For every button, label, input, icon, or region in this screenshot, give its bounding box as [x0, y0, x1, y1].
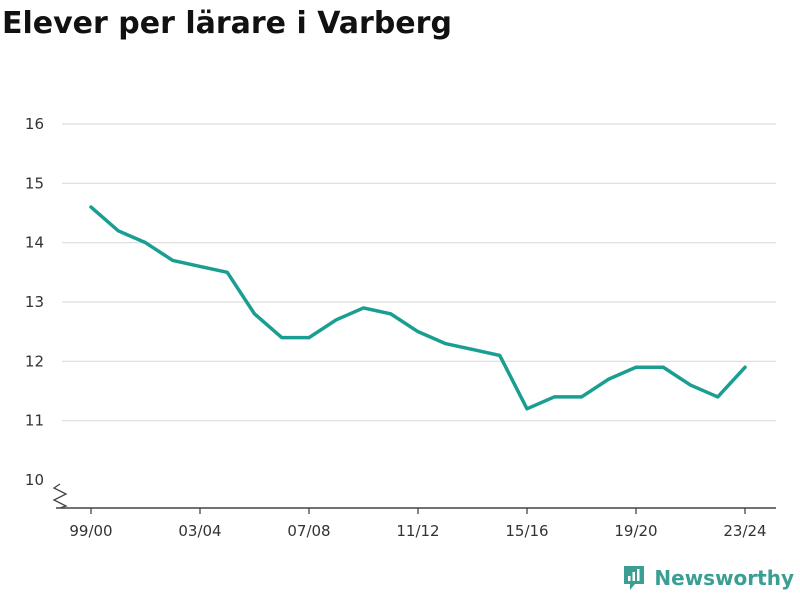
data-point [662, 366, 665, 369]
newsworthy-logo-icon [624, 566, 645, 590]
y-axis-ticks: 10 11 12 13 14 15 16 [25, 115, 44, 489]
data-point [498, 354, 501, 357]
data-point [144, 241, 147, 244]
data-point [580, 395, 583, 398]
series-line [89, 205, 747, 411]
data-point [253, 312, 256, 315]
x-tick-label: 15/16 [505, 522, 548, 540]
y-tick-label: 16 [25, 115, 44, 133]
x-tick-label: 11/12 [396, 522, 439, 540]
data-point [744, 366, 747, 369]
data-point [90, 206, 93, 209]
data-point [389, 312, 392, 315]
y-tick-label: 10 [25, 471, 44, 489]
data-point [689, 384, 692, 387]
data-point [635, 366, 638, 369]
y-tick-label: 12 [25, 352, 44, 370]
data-point [526, 407, 529, 410]
data-point [226, 271, 229, 274]
x-axis: 99/00 03/04 07/08 11/12 15/16 19/20 23/24 [52, 483, 776, 540]
y-tick-label: 13 [25, 293, 44, 311]
y-tick-label: 15 [25, 174, 44, 192]
data-point [117, 229, 120, 232]
chart-title: Elever per lärare i Varberg [2, 6, 452, 41]
data-point [553, 395, 556, 398]
brand-name: Newsworthy [654, 566, 794, 590]
data-point [199, 265, 202, 268]
x-tick-label: 03/04 [178, 522, 221, 540]
y-tick-label: 14 [25, 234, 44, 252]
y-tick-label: 11 [25, 412, 44, 430]
axis-break-marker [52, 483, 68, 509]
data-point [362, 306, 365, 309]
data-point [335, 318, 338, 321]
data-point [607, 378, 610, 381]
x-tick-label: 99/00 [69, 522, 112, 540]
data-point [444, 342, 447, 345]
data-point [308, 336, 311, 339]
x-tick-label: 19/20 [614, 522, 657, 540]
grid-lines [62, 123, 776, 422]
x-tick-label: 07/08 [287, 522, 330, 540]
data-point [716, 395, 719, 398]
data-point [171, 259, 174, 262]
data-point [280, 336, 283, 339]
data-point [471, 348, 474, 351]
series-lines [89, 205, 747, 411]
x-tick-label: 23/24 [723, 522, 766, 540]
data-point [417, 330, 420, 333]
brand: Newsworthy [622, 564, 794, 592]
